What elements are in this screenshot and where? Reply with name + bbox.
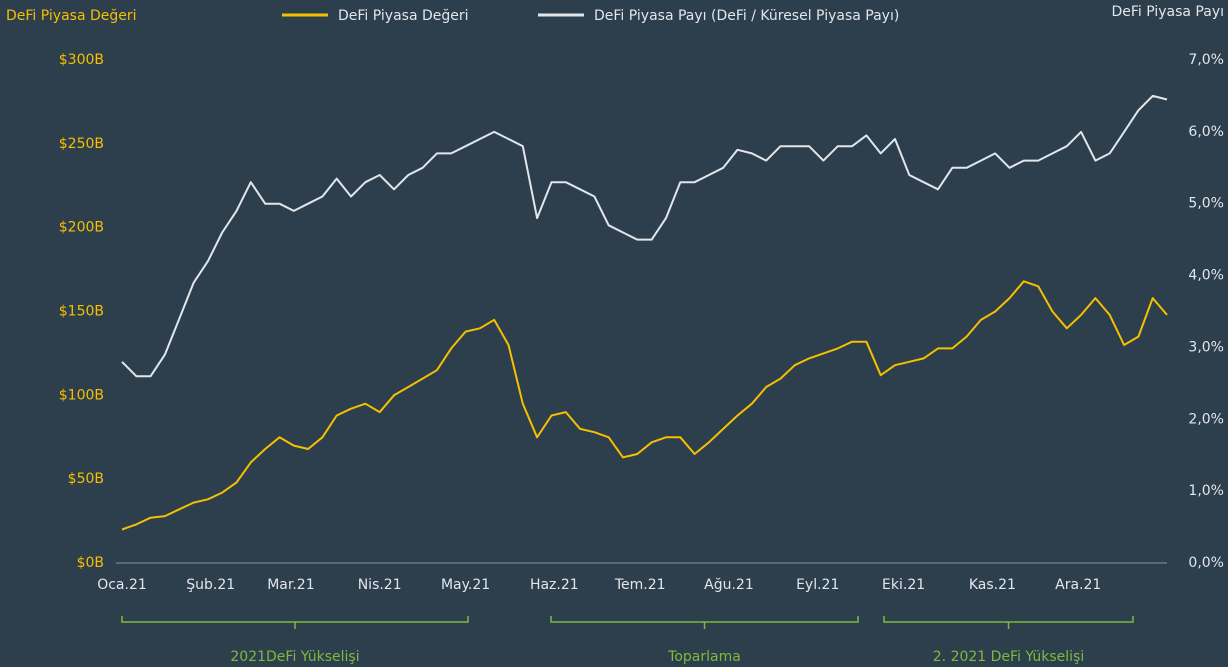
y-tick-label: $250B — [59, 136, 104, 152]
y-tick-label: $0B — [77, 555, 104, 571]
x-tick-label: Şub.21 — [186, 577, 235, 593]
y2-tick-label: 7,0% — [1188, 52, 1224, 68]
y2-tick-label: 5,0% — [1188, 196, 1224, 212]
y-tick-label: $100B — [59, 387, 104, 403]
annotation-label: Toparlama — [667, 649, 741, 665]
x-tick-label: Tem.21 — [614, 577, 666, 593]
series-line — [121, 280, 1168, 531]
annotation-label: 2021DeFi Yükselişi — [230, 649, 359, 665]
x-tick-label: May.21 — [441, 577, 490, 593]
x-tick-label: Mar.21 — [267, 577, 314, 593]
y2-tick-label: 1,0% — [1188, 483, 1224, 499]
annotation-bracket — [550, 616, 859, 629]
legend-label: DeFi Piyasa Payı (DeFi / Küresel Piyasa … — [594, 8, 899, 24]
annotation-bracket — [883, 616, 1134, 629]
series-line — [121, 94, 1168, 378]
y-tick-label: $200B — [59, 220, 104, 236]
annotation-bracket — [121, 616, 469, 629]
x-tick-label: Oca.21 — [97, 577, 147, 593]
y2-tick-label: 3,0% — [1188, 339, 1224, 355]
x-tick-label: Eyl.21 — [796, 577, 839, 593]
y2-tick-label: 4,0% — [1188, 268, 1224, 284]
y-tick-label: $50B — [68, 471, 104, 487]
y2-tick-label: 0,0% — [1188, 555, 1224, 571]
y-tick-label: $300B — [59, 52, 104, 68]
x-tick-label: Nis.21 — [358, 577, 402, 593]
annotation-label: 2. 2021 DeFi Yükselişi — [933, 649, 1084, 665]
x-tick-label: Ağu.21 — [704, 577, 754, 593]
legend-label: DeFi Piyasa Değeri — [338, 8, 469, 24]
x-tick-label: Haz.21 — [530, 577, 579, 593]
y2-tick-label: 2,0% — [1188, 411, 1224, 427]
y-axis-title: DeFi Piyasa Değeri — [6, 8, 137, 24]
x-tick-label: Ara.21 — [1055, 577, 1101, 593]
x-tick-label: Eki.21 — [882, 577, 925, 593]
x-tick-label: Kas.21 — [969, 577, 1016, 593]
y-tick-label: $150B — [59, 304, 104, 320]
y2-axis-title: DeFi Piyasa Payı — [1111, 4, 1224, 20]
y2-tick-label: 6,0% — [1188, 124, 1224, 140]
